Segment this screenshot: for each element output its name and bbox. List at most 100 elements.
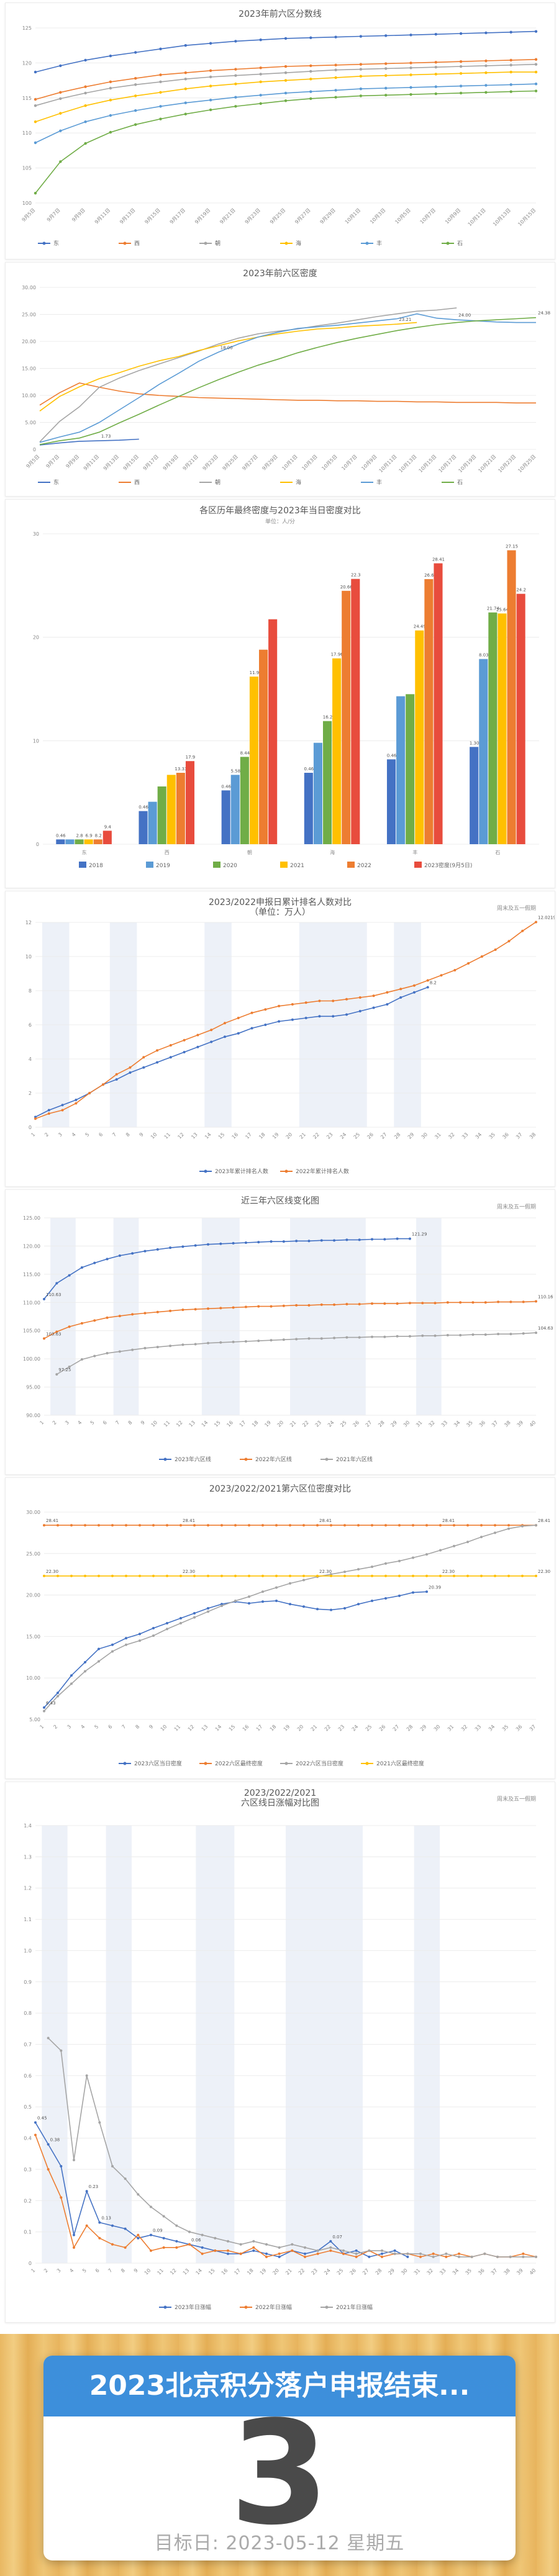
series-point — [408, 1335, 411, 1338]
series-point — [137, 2233, 140, 2236]
series-point — [406, 2255, 409, 2258]
series-point — [207, 1610, 209, 1613]
data-label: 23.21 — [399, 317, 411, 322]
x-tick-label: 40 — [529, 1420, 537, 1428]
series-point — [466, 1524, 469, 1527]
series-point — [109, 130, 112, 134]
series-point — [291, 1003, 294, 1006]
x-tick-label: 40 — [529, 2268, 537, 2276]
series-point — [459, 1301, 462, 1304]
series-point — [522, 2252, 525, 2255]
series-point — [169, 1044, 172, 1047]
series-point — [535, 921, 537, 924]
countdown-title: 2023北京积分落户申报结束... — [43, 2356, 516, 2416]
x-tick-label: 30 — [420, 1132, 429, 1140]
series-point — [257, 1340, 260, 1343]
series-point — [219, 1307, 222, 1310]
x-tick-label: 9月25日 — [269, 207, 286, 225]
series-point — [278, 2255, 281, 2258]
series-point — [162, 2215, 165, 2218]
x-tick-label: 10月21日 — [477, 454, 497, 474]
series-point — [358, 1336, 361, 1339]
series-line — [39, 317, 537, 445]
x-tick-label: 28 — [393, 1132, 402, 1140]
chart-score-lines: 2023年前六区分数线 100 105 110 115 120 125 9月5日 9月7日 9月9… — [21, 9, 538, 247]
series-point — [334, 63, 337, 66]
series-point — [398, 1559, 401, 1562]
data-label: 24.38 — [538, 311, 550, 316]
series-0 — [43, 1590, 428, 1709]
legend-label: 朝 — [215, 479, 220, 486]
legend-marker — [163, 1457, 167, 1461]
bar-value-label: 0.46 — [139, 805, 148, 810]
x-tick-label: 24 — [327, 1420, 335, 1428]
y-tick-label: 115 — [22, 96, 32, 101]
series-point — [332, 1015, 335, 1018]
data-label: 28.41 — [442, 1518, 455, 1523]
series-point — [302, 1574, 305, 1577]
series-point — [80, 1322, 83, 1325]
bar — [166, 775, 176, 844]
series-point — [409, 92, 412, 96]
series-point — [57, 1574, 59, 1577]
x-tick-label: 29 — [389, 1420, 398, 1428]
legend-marker — [123, 1762, 127, 1765]
series-point — [521, 1574, 524, 1577]
series-point — [248, 1524, 250, 1527]
series-point — [289, 1582, 291, 1585]
x-tick-label: 28 — [375, 2268, 383, 2276]
series-point — [270, 1240, 273, 1243]
x-tick-label: 9月15日 — [143, 207, 161, 225]
series-point — [384, 67, 388, 70]
series-point — [509, 1333, 512, 1336]
x-tick-label: 3 — [57, 1132, 63, 1138]
series-point — [307, 1240, 311, 1243]
series-2 — [55, 1331, 537, 1376]
series-point — [521, 1524, 524, 1528]
series-point — [371, 1335, 373, 1338]
series-point — [131, 1348, 134, 1351]
x-tick-label: 21 — [310, 1724, 319, 1732]
series-1 — [34, 58, 538, 101]
x-tick-label: 11 — [157, 2268, 165, 2276]
series-point — [334, 35, 337, 38]
bar — [507, 550, 516, 844]
x-tick-label: 8 — [127, 1420, 134, 1426]
x-tick-label: 27 — [392, 1724, 401, 1732]
legend-marker — [446, 241, 450, 245]
series-point — [180, 1524, 182, 1527]
series-point — [234, 83, 237, 86]
series-point — [259, 94, 262, 97]
series-point — [446, 1301, 449, 1304]
series-point — [494, 1524, 496, 1527]
series-point — [497, 1300, 500, 1304]
x-tick-label: 9月7日 — [46, 207, 61, 223]
series-point — [393, 2249, 396, 2252]
series-point — [425, 1574, 428, 1577]
series-point — [169, 1344, 172, 1348]
x-tick-label: 9月21日 — [182, 454, 199, 471]
series-point — [252, 2240, 255, 2243]
x-tick-label: 16 — [231, 1132, 240, 1140]
y-tick-label: 0 — [36, 842, 39, 847]
series-line — [35, 2122, 408, 2258]
series-point — [75, 1102, 78, 1105]
series-point — [426, 979, 429, 982]
series-point — [124, 2227, 127, 2230]
legend-marker — [284, 1762, 288, 1765]
series-point — [265, 2255, 268, 2258]
x-tick-label: 33 — [439, 2268, 447, 2276]
series-point — [278, 1004, 281, 1007]
series-point — [318, 1015, 321, 1018]
series-point — [98, 1647, 100, 1651]
series-point — [316, 1608, 319, 1611]
x-tick-label: 17 — [255, 1724, 264, 1732]
legend-label: 2019 — [156, 863, 170, 869]
series-point — [84, 104, 87, 107]
series-point — [134, 94, 137, 97]
bar — [102, 831, 112, 844]
series-point — [445, 2255, 448, 2258]
series-point — [316, 2249, 319, 2252]
series-point — [357, 1568, 360, 1571]
series-3 — [39, 322, 417, 412]
